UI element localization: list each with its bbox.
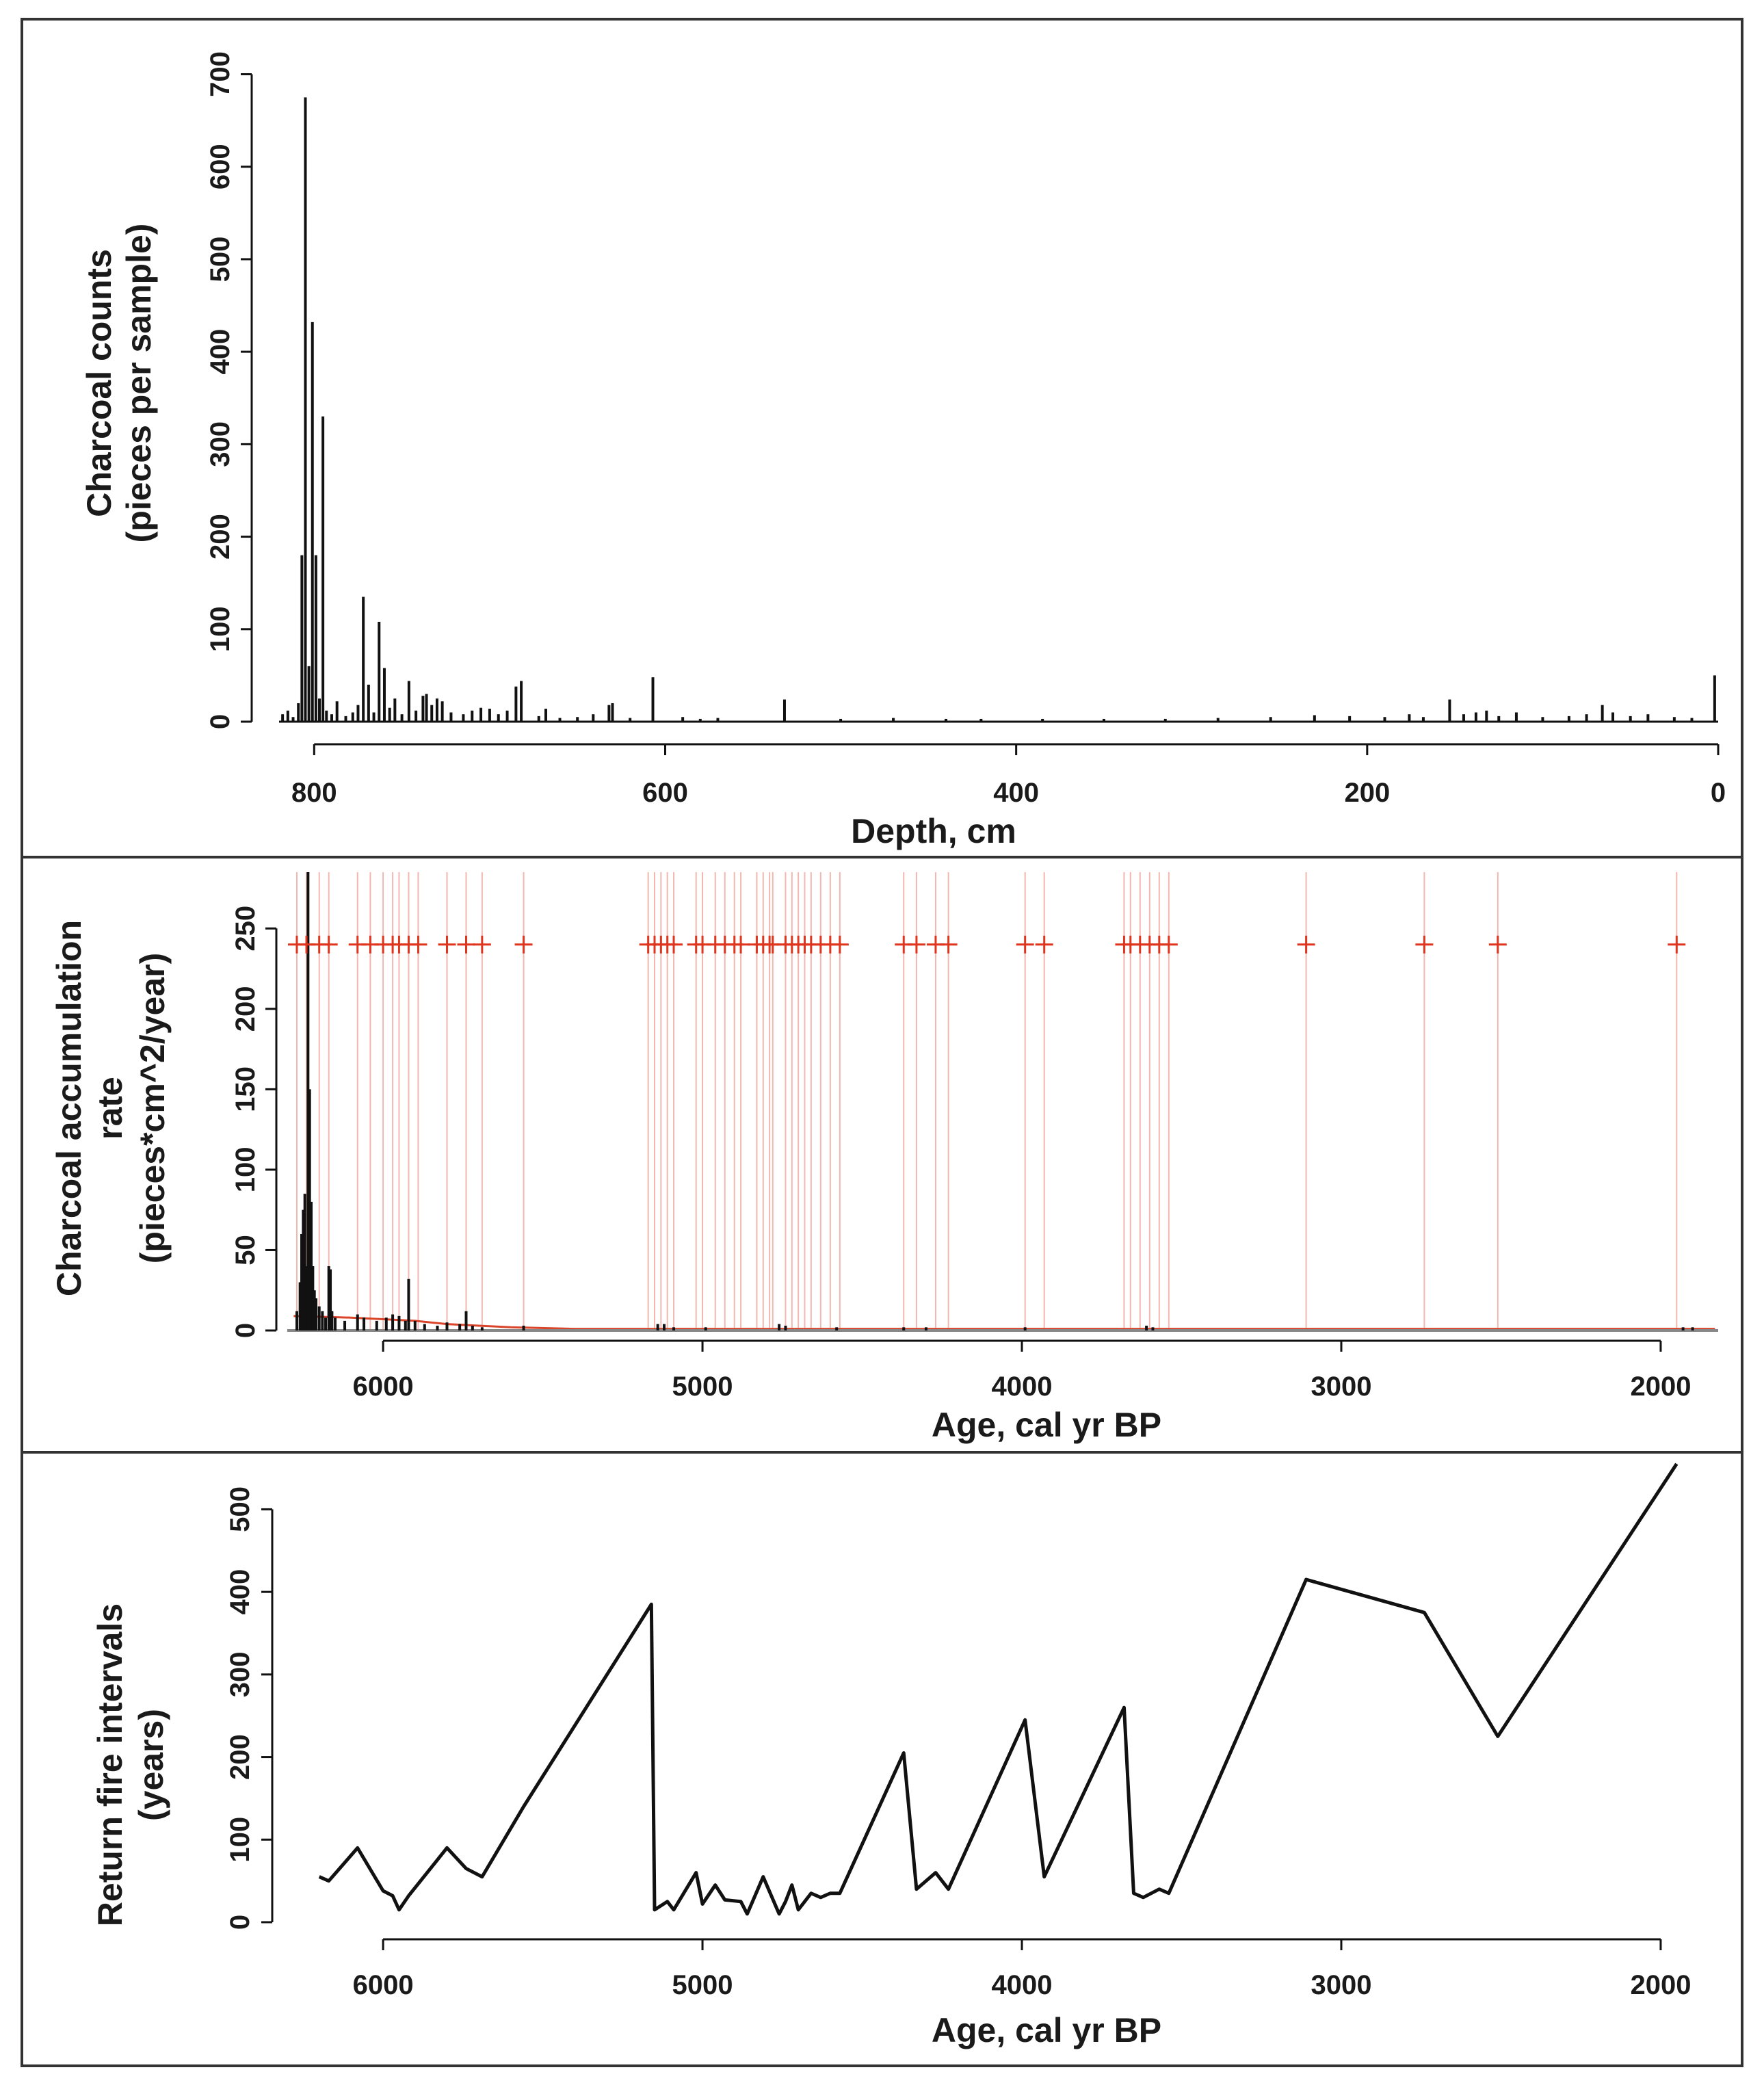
peak-marker — [457, 935, 475, 954]
return-interval-panel: 6000 5000 4000 3000 2000 0 100 200 300 400 500 Age… — [91, 1463, 1691, 2049]
peak-marker — [438, 935, 456, 954]
interval-tick-label: 300 — [225, 1651, 255, 1697]
depth-tick-label: 200 — [1344, 778, 1390, 808]
background-curve — [293, 1315, 1715, 1330]
peak-marker — [514, 935, 533, 954]
counts-tick-label: 100 — [205, 606, 235, 652]
counts-y-title-line2: (pieces per sample) — [120, 224, 158, 543]
age-tick-label-bottom: 4000 — [992, 1970, 1053, 2000]
age-tick-label-bottom: 3000 — [1311, 1970, 1371, 2000]
rate-tick-label: 0 — [231, 1323, 261, 1338]
age-tick-label-middle: 3000 — [1311, 1372, 1371, 1402]
age-tick-label-bottom: 6000 — [353, 1970, 414, 2000]
interval-y-title-line2: (years) — [132, 1709, 170, 1821]
peak-marker — [409, 935, 427, 954]
peak-marker — [732, 935, 750, 954]
accumulation-rate-panel: 6000 5000 4000 3000 2000 0 50 100 150 200 250 Age,… — [50, 872, 1718, 1444]
peak-marker — [665, 935, 683, 954]
charcoal-counts-axes: 800 600 400 200 0 0 100 200 300 400 500 600 700 — [205, 51, 1726, 808]
counts-y-title-line1: Charcoal counts — [80, 249, 118, 517]
peak-marker — [1159, 935, 1178, 954]
age-tick-label-middle: 2000 — [1630, 1372, 1691, 1402]
peak-marker — [473, 935, 491, 954]
peak-marker — [830, 935, 849, 954]
age-tick-label-middle: 6000 — [353, 1372, 414, 1402]
interval-tick-label: 100 — [225, 1817, 255, 1863]
depth-axis-title: Depth, cm — [851, 812, 1016, 850]
rate-tick-label: 150 — [231, 1066, 261, 1112]
return-interval-series — [318, 1463, 1679, 1916]
interval-tick-label: 400 — [225, 1569, 255, 1615]
return-interval-axes: 6000 5000 4000 3000 2000 0 100 200 300 400 500 — [225, 1486, 1691, 2000]
charcoal-counts-panel: 800 600 400 200 0 0 100 200 300 400 500 600 700 Dept… — [80, 51, 1726, 850]
rate-y-title-line1: Charcoal accumulation — [50, 920, 88, 1296]
return-interval-line — [318, 1463, 1679, 1916]
peak-markers — [288, 935, 1686, 954]
interval-tick-label: 500 — [225, 1486, 255, 1532]
peak-marker — [1415, 935, 1434, 954]
counts-tick-label: 600 — [205, 144, 235, 189]
age-tick-label-bottom: 5000 — [672, 1970, 733, 2000]
depth-tick-label: 0 — [1711, 778, 1726, 808]
rate-tick-label: 200 — [231, 986, 261, 1032]
counts-tick-label: 500 — [205, 237, 235, 283]
counts-tick-label: 700 — [205, 51, 235, 97]
age-axis-title-middle: Age, cal yr BP — [932, 1406, 1161, 1444]
interval-tick-label: 200 — [225, 1734, 255, 1780]
rate-y-title-line3: (pieces*cm^2/year) — [133, 953, 172, 1263]
accumulation-rate-bars — [287, 872, 1718, 1332]
rate-y-title-line2: rate — [91, 1077, 129, 1140]
depth-tick-label: 600 — [642, 778, 688, 808]
peak-marker — [319, 935, 338, 954]
peak-marker — [1035, 935, 1053, 954]
counts-tick-label: 300 — [205, 421, 235, 467]
depth-tick-label: 400 — [993, 778, 1039, 808]
interval-y-title-line1: Return fire intervals — [91, 1603, 129, 1926]
peak-marker — [1668, 935, 1686, 954]
age-tick-label-middle: 4000 — [992, 1372, 1053, 1402]
age-tick-label-middle: 5000 — [672, 1372, 733, 1402]
counts-tick-label: 0 — [205, 714, 235, 729]
age-axis-title-bottom: Age, cal yr BP — [932, 2011, 1161, 2049]
panel-bottom-frame — [21, 1451, 1743, 2067]
charcoal-counts-bars — [279, 97, 1718, 723]
rate-tick-label: 50 — [231, 1235, 261, 1266]
peak-marker — [907, 935, 925, 954]
age-tick-label-bottom: 2000 — [1630, 1970, 1691, 2000]
rate-tick-label: 250 — [231, 906, 261, 952]
peak-marker — [1488, 935, 1507, 954]
depth-tick-label: 800 — [291, 778, 337, 808]
peak-marker — [1016, 935, 1034, 954]
accumulation-rate-axes: 6000 5000 4000 3000 2000 0 50 100 150 200 250 — [231, 906, 1691, 1402]
rate-tick-label: 100 — [231, 1147, 261, 1193]
interval-tick-label: 0 — [225, 1915, 255, 1930]
counts-tick-label: 400 — [205, 329, 235, 375]
counts-tick-label: 200 — [205, 514, 235, 560]
peak-marker — [939, 935, 958, 954]
peak-marker — [1297, 935, 1315, 954]
